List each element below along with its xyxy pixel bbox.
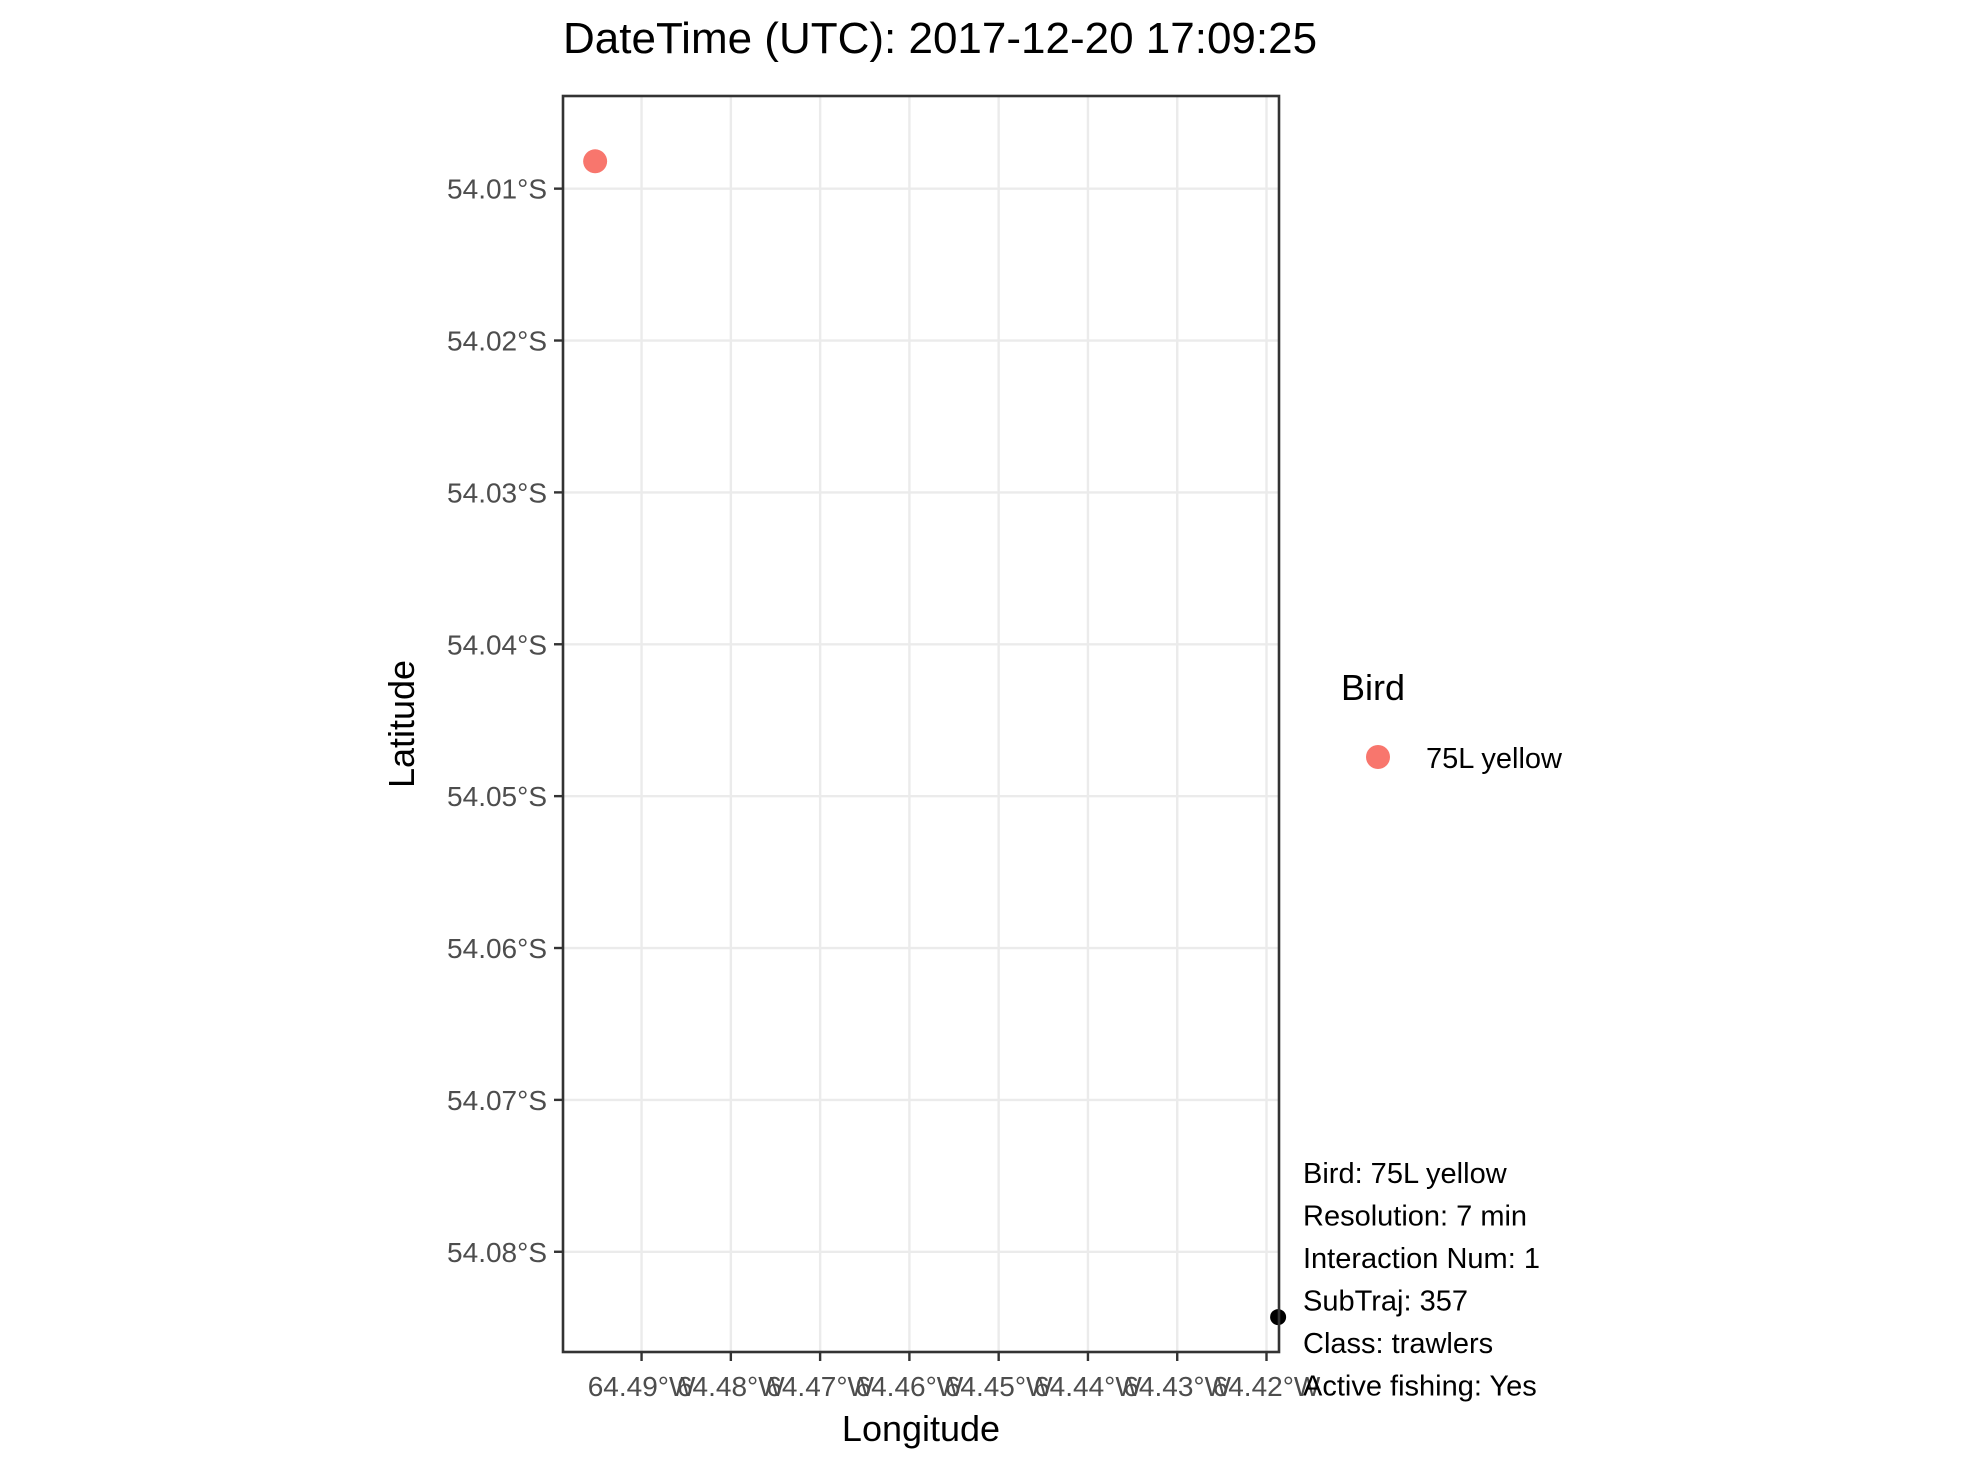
x-tick-label: 64.43°W bbox=[1123, 1371, 1231, 1402]
legend-entry-label: 75L yellow bbox=[1426, 743, 1563, 775]
chart-title: DateTime (UTC): 2017-12-20 17:09:25 bbox=[563, 14, 1317, 63]
x-tick-label: 64.48°W bbox=[677, 1371, 785, 1402]
y-tick-label: 54.01°S bbox=[447, 174, 547, 205]
y-axis: 54.01°S 54.02°S 54.03°S 54.04°S 54.05°S 54.06… bbox=[447, 174, 563, 1268]
info-annotation-line: Resolution: 7 min bbox=[1303, 1201, 1527, 1233]
plot-panel bbox=[561, 94, 1287, 1354]
x-tick-label: 64.47°W bbox=[766, 1371, 874, 1402]
plot-panel-background bbox=[563, 96, 1279, 1352]
grid-layer bbox=[563, 96, 1279, 1352]
y-tick-label: 54.07°S bbox=[447, 1085, 547, 1116]
x-axis-title: Longitude bbox=[842, 1408, 1000, 1449]
x-tick-label: 64.49°W bbox=[588, 1371, 696, 1402]
info-annotation-line: SubTraj: 357 bbox=[1303, 1286, 1468, 1318]
y-tick-label: 54.05°S bbox=[447, 781, 547, 812]
info-annotation-line: Class: trawlers bbox=[1303, 1328, 1493, 1360]
y-tick-label: 54.03°S bbox=[447, 477, 547, 508]
legend-entries: 75L yellow bbox=[1366, 743, 1563, 775]
y-tick-label: 54.04°S bbox=[447, 629, 547, 660]
legend: Bird 75L yellow bbox=[1341, 667, 1563, 775]
legend-title: Bird bbox=[1341, 667, 1405, 708]
info-annotation-line: Interaction Num: 1 bbox=[1303, 1243, 1540, 1275]
y-tick-label: 54.06°S bbox=[447, 933, 547, 964]
x-tick-label: 64.42°W bbox=[1213, 1371, 1321, 1402]
x-axis: 64.49°W64.48°W64.47°W64.46°W64.45°W64.44… bbox=[588, 1352, 1321, 1402]
info-annotation-line: Bird: 75L yellow bbox=[1303, 1158, 1508, 1190]
legend-key-marker bbox=[1366, 745, 1390, 769]
x-tick-label: 64.45°W bbox=[945, 1371, 1053, 1402]
info-annotation-line: Active fishing: Yes bbox=[1303, 1371, 1537, 1403]
y-axis-title: Latitude bbox=[381, 660, 422, 788]
plot-panel-border bbox=[561, 94, 1281, 1354]
y-tick-label: 54.08°S bbox=[447, 1237, 547, 1268]
x-tick-label: 64.46°W bbox=[856, 1371, 964, 1402]
bird-position-point bbox=[583, 149, 608, 174]
x-tick-label: 64.44°W bbox=[1034, 1371, 1142, 1402]
info-annotations: Bird: 75L yellow Resolution: 7 min Interac… bbox=[1303, 1158, 1540, 1403]
y-tick-label: 54.02°S bbox=[447, 326, 547, 357]
